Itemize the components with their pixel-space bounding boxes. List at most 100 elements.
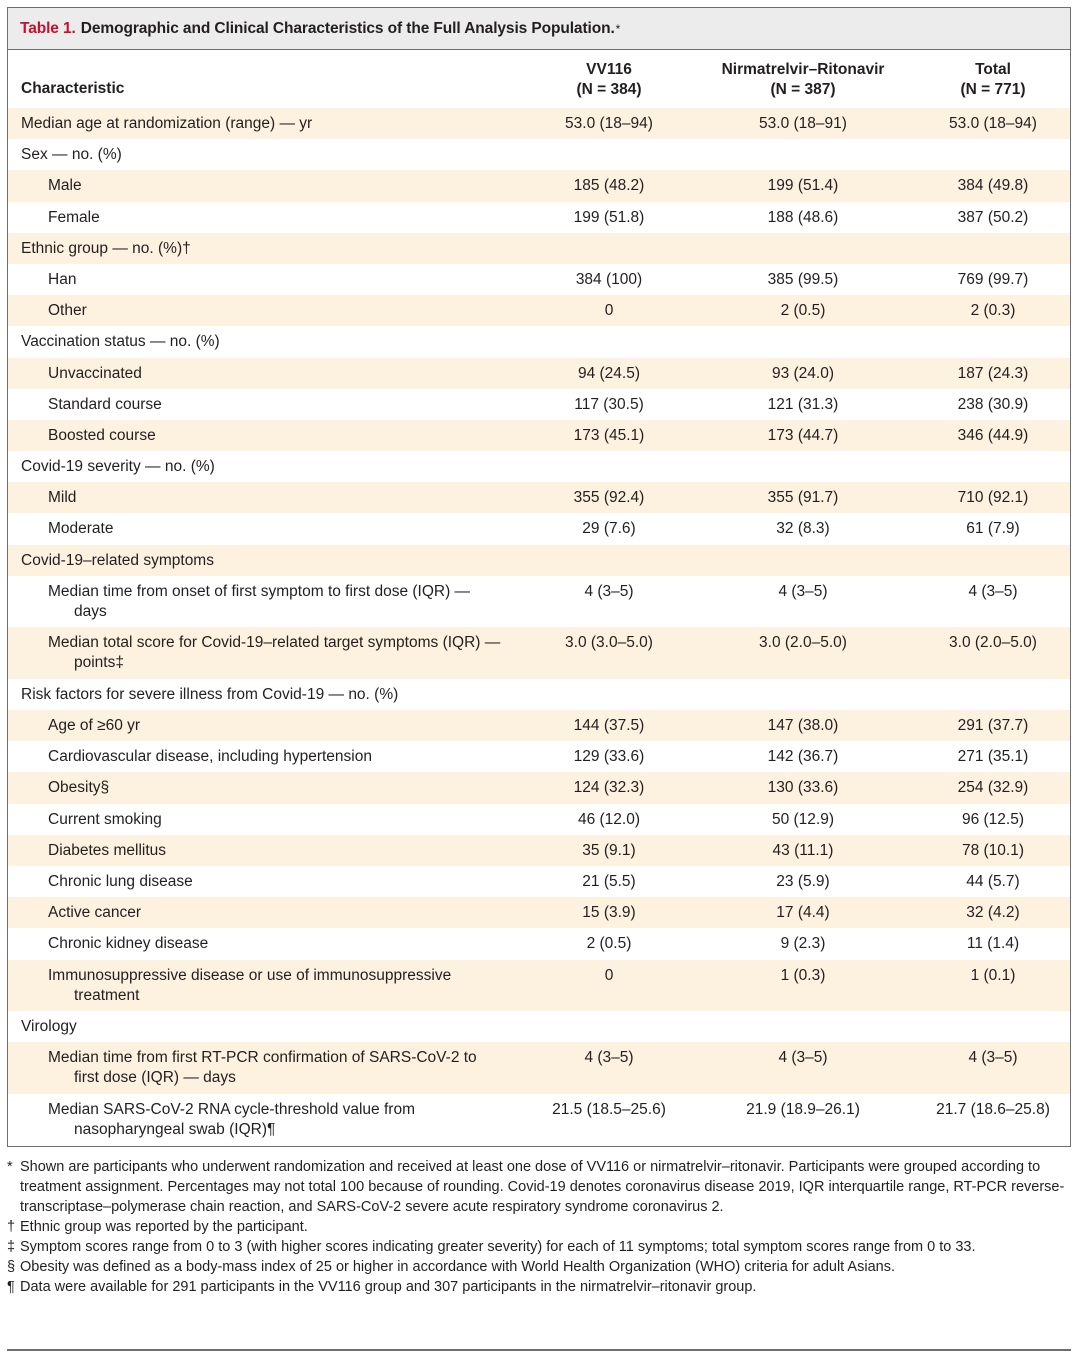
row-label-text: Median time from onset of first symptom …	[48, 582, 471, 620]
table-row: Obesity§ 124 (32.3) 130 (33.6) 254 (32.9)	[8, 772, 1070, 804]
row-label-text: Boosted course	[48, 426, 156, 444]
row-label-text: Median total score for Covid-19–related …	[48, 634, 501, 672]
header-vv116-n: (N = 384)	[576, 81, 642, 98]
table-row: Boosted course 173 (45.1) 173 (44.7) 346 (4…	[8, 419, 1070, 452]
cell-nirmatrelvir: 4 (3–5)	[778, 1049, 828, 1067]
cell-total: 32 (4.2)	[966, 904, 1020, 922]
cell-nirmatrelvir: 130 (33.6)	[767, 779, 839, 797]
cell-total: 346 (44.9)	[957, 426, 1029, 444]
cell-vv116: 0	[604, 302, 614, 320]
row-label-text: Obesity§	[48, 779, 110, 797]
table-row: Age of ≥60 yr 144 (37.5) 147 (38.0) 291 (37…	[8, 710, 1070, 742]
table-title: Demographic and Clinical Characteristics…	[80, 19, 615, 37]
cell-nirmatrelvir: 173 (44.7)	[767, 426, 839, 444]
table-row: Moderate 29 (7.6) 32 (8.3) 61 (7.9)	[8, 513, 1070, 544]
table-label: Table 1.	[20, 19, 76, 37]
cell-vv116: 46 (12.0)	[577, 810, 641, 828]
row-label: Obesity§	[48, 778, 503, 798]
cell-nirmatrelvir: 4 (3–5)	[778, 582, 828, 600]
footnote: ‡ Symptom scores range from 0 to 3 (with …	[7, 1237, 1071, 1257]
cell-total: 3.0 (2.0–5.0)	[949, 634, 1037, 652]
table-row: Median total score for Covid-19–related …	[8, 627, 1070, 679]
row-label: Age of ≥60 yr	[48, 716, 503, 736]
row-label: Virology	[21, 1017, 511, 1037]
cell-vv116: 355 (92.4)	[573, 489, 645, 507]
cell-total: 238 (30.9)	[957, 395, 1029, 413]
row-label-text: Virology	[21, 1018, 77, 1035]
row-label-text: Ethnic group — no. (%)†	[21, 239, 191, 257]
row-label-text: Chronic lung disease	[48, 872, 193, 890]
row-label-text: Current smoking	[48, 810, 162, 828]
cell-nirmatrelvir: 1 (0.3)	[780, 966, 826, 984]
table-row: Diabetes mellitus 35 (9.1) 43 (11.1) 78 (10…	[8, 834, 1070, 866]
cell-nirmatrelvir: 121 (31.3)	[767, 395, 839, 413]
cell-nirmatrelvir: 23 (5.9)	[776, 872, 830, 890]
row-label-text: Mild	[48, 489, 77, 507]
cell-nirmatrelvir: 50 (12.9)	[771, 810, 835, 828]
table-row: Other 0 2 (0.5) 2 (0.3)	[8, 295, 1070, 327]
row-label-text: Male	[48, 177, 82, 195]
cell-nirmatrelvir: 385 (99.5)	[767, 270, 839, 288]
cell-total: 78 (10.1)	[961, 841, 1025, 859]
row-label-text: Covid-19 severity — no. (%)	[21, 458, 215, 476]
cell-nirmatrelvir: 53.0 (18–91)	[759, 115, 847, 132]
footnote-text: Data were available for 291 participants…	[20, 1279, 757, 1295]
header-nirmatrelvir-name: Nirmatrelvir–Ritonavir	[721, 61, 885, 78]
table-row: Male 185 (48.2) 199 (51.4) 384 (49.8)	[8, 170, 1070, 202]
row-label: Standard course	[48, 395, 503, 415]
row-label: Risk factors for severe illness from Cov…	[21, 685, 511, 705]
table-row: Active cancer 15 (3.9) 17 (4.4) 32 (4.2)	[8, 897, 1070, 929]
table-row: Chronic kidney disease 2 (0.5) 9 (2.3) 11 (…	[8, 928, 1070, 959]
cell-vv116: 129 (33.6)	[573, 748, 645, 766]
table-row: Standard course 117 (30.5) 121 (31.3) 238 (…	[8, 389, 1070, 420]
row-label-text: Unvaccinated	[48, 364, 142, 382]
table-row: Median time from onset of first symptom …	[8, 576, 1070, 628]
row-label-text: Covid-19–related symptoms	[21, 551, 214, 569]
table-header-row: Characteristic VV116 (N = 384) Nirmatrel…	[8, 50, 1070, 110]
row-label-text: Median SARS-CoV-2 RNA cycle-threshold va…	[48, 1100, 415, 1138]
row-label-text: Other	[48, 302, 87, 320]
cell-nirmatrelvir: 188 (48.6)	[767, 208, 839, 226]
row-label: Moderate	[48, 519, 503, 539]
cell-total: 11 (1.4)	[966, 935, 1020, 953]
table-section-row: Covid-19 severity — no. (%)	[8, 451, 1070, 482]
cell-nirmatrelvir: 142 (36.7)	[767, 748, 839, 766]
row-label: Unvaccinated	[48, 364, 503, 384]
row-label: Mild	[48, 488, 503, 508]
row-label: Covid-19–related symptoms	[21, 551, 511, 571]
cell-nirmatrelvir: 93 (24.0)	[771, 364, 835, 382]
row-label: Current smoking	[48, 810, 503, 830]
cell-nirmatrelvir: 9 (2.3)	[780, 935, 826, 953]
row-label-text: Standard course	[48, 395, 162, 413]
row-label-text: Immunosuppressive disease or use of immu…	[48, 966, 452, 1004]
cell-vv116: 173 (45.1)	[573, 426, 645, 444]
table-body: Median age at randomization (range) — yr…	[8, 108, 1070, 1145]
cell-nirmatrelvir: 2 (0.5)	[780, 302, 826, 320]
footnote-symbol: ¶	[7, 1279, 15, 1295]
footnote-symbol: ‡	[7, 1239, 16, 1255]
footnote: * Shown are participants who underwent ra…	[7, 1157, 1071, 1217]
row-label: Median time from onset of first symptom …	[48, 582, 503, 622]
header-total-name: Total	[975, 61, 1011, 78]
row-label-text: Median time from first RT-PCR confirmati…	[48, 1049, 477, 1087]
cell-total: 4 (3–5)	[968, 1049, 1018, 1067]
cell-vv116: 53.0 (18–94)	[565, 115, 653, 132]
row-label-text: Cardiovascular disease, including hypert…	[48, 748, 372, 766]
cell-nirmatrelvir: 32 (8.3)	[776, 520, 830, 538]
bottom-rule	[7, 1349, 1071, 1351]
row-label: Median age at randomization (range) — yr	[21, 114, 511, 134]
cell-total: 53.0 (18–94)	[949, 115, 1037, 132]
footnote-symbol: §	[7, 1259, 16, 1275]
cell-nirmatrelvir: 43 (11.1)	[772, 841, 834, 859]
row-label: Diabetes mellitus	[48, 841, 503, 861]
cell-vv116: 35 (9.1)	[582, 841, 636, 859]
row-label: Male	[48, 176, 503, 196]
table-row: Chronic lung disease 21 (5.5) 23 (5.9) 44 (…	[8, 866, 1070, 897]
cell-total: 254 (32.9)	[957, 779, 1029, 797]
cell-vv116: 4 (3–5)	[584, 1049, 634, 1067]
cell-total: 387 (50.2)	[957, 208, 1029, 226]
table-row: Unvaccinated 94 (24.5) 93 (24.0) 187 (24.3)	[8, 357, 1070, 389]
cell-vv116: 124 (32.3)	[573, 779, 645, 797]
table-row: Median time from first RT-PCR confirmati…	[8, 1042, 1070, 1094]
cell-total: 291 (37.7)	[957, 717, 1029, 734]
